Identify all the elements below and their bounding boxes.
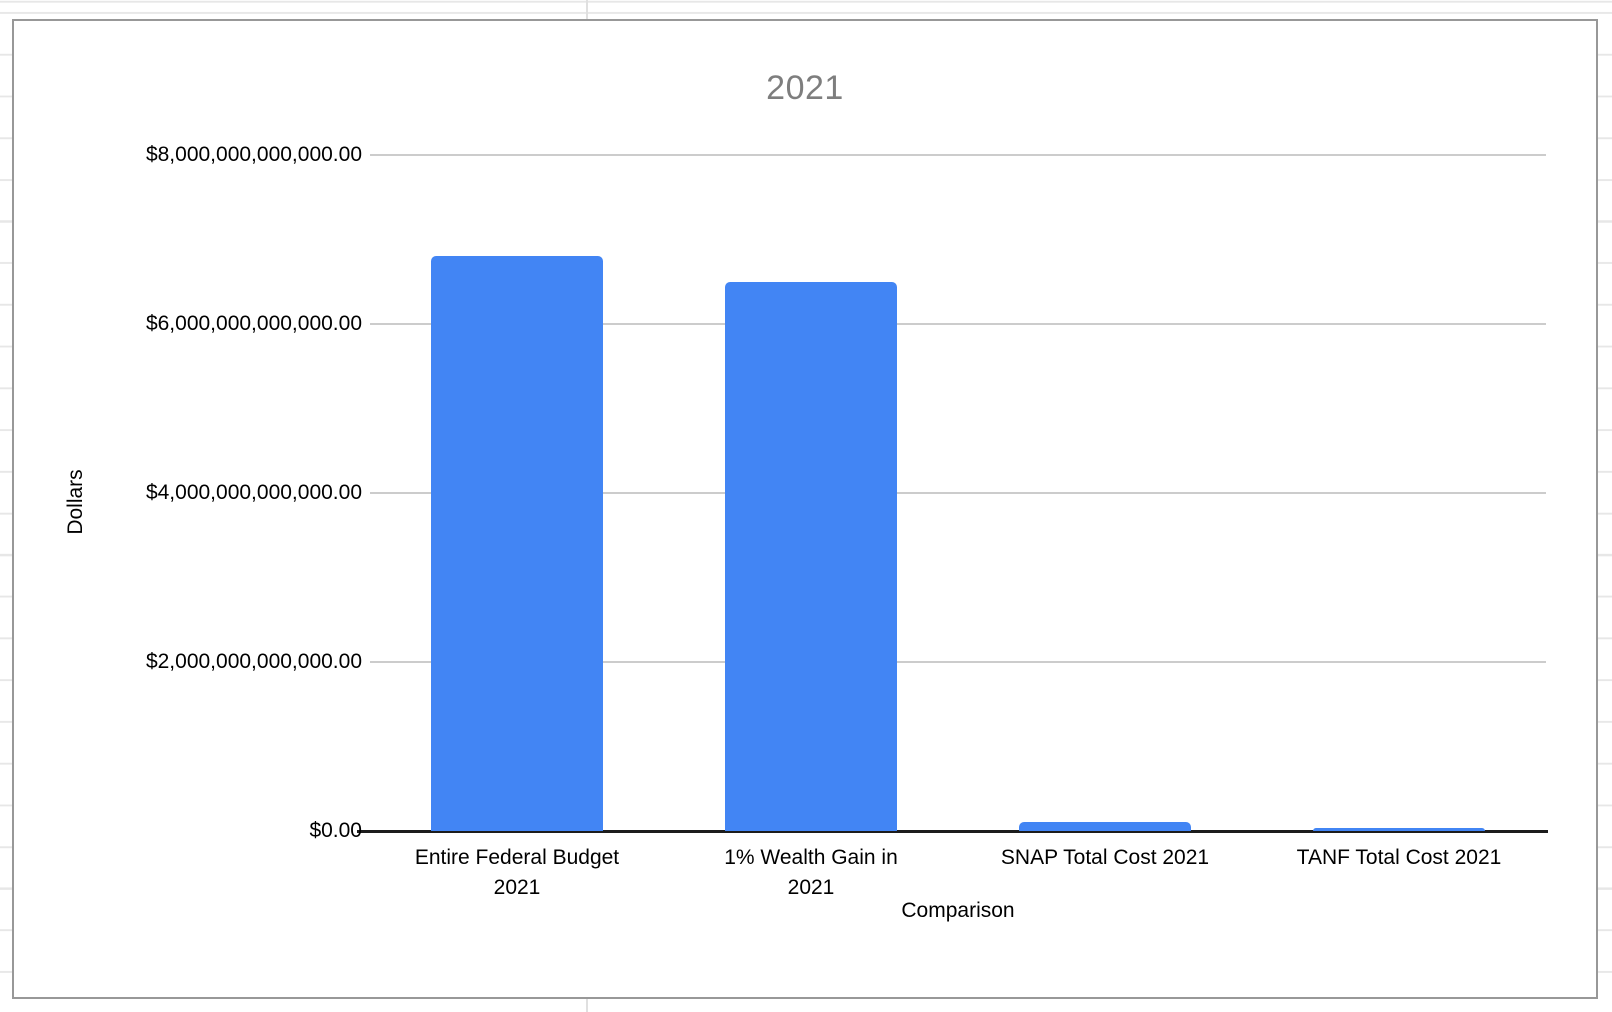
bar-4[interactable] xyxy=(1313,828,1485,831)
y-tick-label: $4,000,000,000,000.00 xyxy=(145,481,362,504)
x-axis-category-labels: Entire Federal Budget 2021 1% Wealth Gain… xyxy=(370,843,1546,903)
gridline xyxy=(370,154,1546,156)
category-label: TANF Total Cost 2021 xyxy=(1296,846,1502,869)
category-label: SNAP Total Cost 2021 xyxy=(1000,846,1210,869)
gridline xyxy=(370,492,1546,494)
y-axis-title: Dollars xyxy=(64,469,87,535)
gridline xyxy=(370,323,1546,325)
chart-title: 2021 xyxy=(766,69,844,107)
bar-series xyxy=(370,155,1546,831)
x-axis-title: Comparison xyxy=(901,899,1015,922)
bar-slot xyxy=(958,155,1252,831)
x-axis-baseline xyxy=(357,830,1548,833)
y-tick-label: $8,000,000,000,000.00 xyxy=(145,143,362,166)
bar-slot xyxy=(664,155,958,831)
category-label: 1% Wealth Gain in 2021 xyxy=(724,846,898,899)
y-tick-label: $0.00 xyxy=(309,819,362,842)
y-tick-label: $2,000,000,000,000.00 xyxy=(145,650,362,673)
plot-area xyxy=(370,154,1546,831)
bar-3[interactable] xyxy=(1019,822,1191,831)
y-tick-label: $6,000,000,000,000.00 xyxy=(145,312,362,335)
bar-slot xyxy=(370,155,664,831)
bar-2[interactable] xyxy=(725,282,897,831)
bar-slot xyxy=(1252,155,1546,831)
chart-object[interactable]: 2021 $0.00 $2,000,000,000,000.00 $4,000,00… xyxy=(12,19,1598,999)
category-label: Entire Federal Budget 2021 xyxy=(414,846,620,899)
gridline xyxy=(370,661,1546,663)
bar-1[interactable] xyxy=(431,256,603,831)
